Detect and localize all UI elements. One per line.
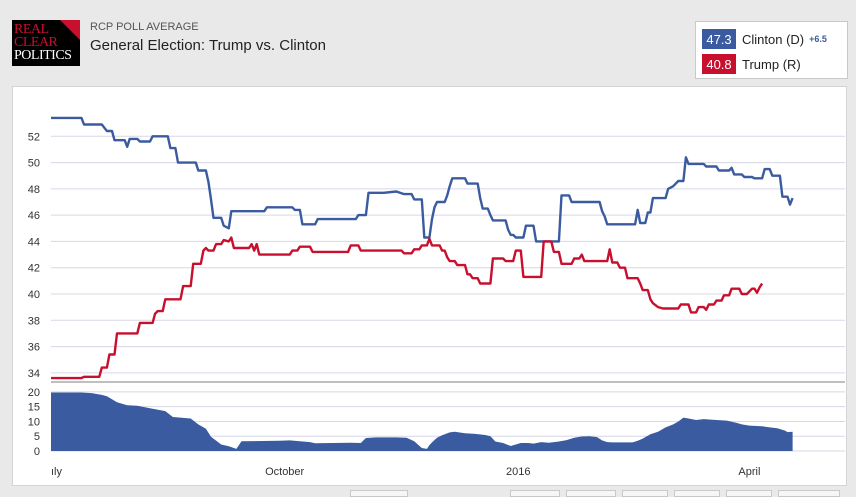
legend-label-clinton: Clinton (D) xyxy=(742,31,805,47)
y-tick-label: 50 xyxy=(28,158,40,170)
spread-y-tick-label: 10 xyxy=(28,416,40,428)
y-tick-label: 42 xyxy=(28,263,40,275)
clinton-value-badge: 47.3 xyxy=(702,29,736,49)
range-selector-bar xyxy=(0,488,856,497)
range-tab[interactable] xyxy=(350,490,408,497)
y-tick-label: 44 xyxy=(28,236,40,248)
range-tab[interactable] xyxy=(566,490,616,497)
rcp-logo[interactable]: REAL CLEAR POLITICS xyxy=(12,20,80,66)
logo-corner xyxy=(60,20,80,40)
y-tick-label: 52 xyxy=(28,131,40,143)
trump-value-badge: 40.8 xyxy=(702,54,736,74)
chart-header: REAL CLEAR POLITICS RCP POLL AVERAGE Gen… xyxy=(0,0,856,86)
series-line-trump xyxy=(51,236,764,380)
range-tab[interactable] xyxy=(510,490,560,497)
poll-chart[interactable]: 34 36 38 40 42 44 46 48 50 52 0 5 10 15 20 ıly October 20… xyxy=(13,87,846,485)
x-tick-label: ıly xyxy=(51,466,63,478)
legend-label-trump: Trump (R) xyxy=(742,56,801,72)
spread-badge: +6.5 xyxy=(809,34,827,44)
spread-y-tick-label: 20 xyxy=(28,387,40,399)
y-tick-label: 34 xyxy=(28,368,40,380)
spread-y-tick-label: 5 xyxy=(34,431,40,443)
legend-item-clinton[interactable]: 47.3 Clinton (D) +6.5 xyxy=(702,28,827,50)
y-tick-label: 48 xyxy=(28,184,40,196)
range-tab[interactable] xyxy=(778,490,840,497)
spread-y-tick-label: 0 xyxy=(34,446,40,458)
x-tick-label: April xyxy=(738,466,760,478)
chart-title: General Election: Trump vs. Clinton xyxy=(90,37,326,54)
y-tick-label: 40 xyxy=(28,289,40,301)
chart-panel: 34 36 38 40 42 44 46 48 50 52 0 5 10 15 20 ıly October 20… xyxy=(12,86,847,486)
y-tick-label: 36 xyxy=(28,342,40,354)
y-tick-label: 38 xyxy=(28,315,40,327)
range-tab[interactable] xyxy=(622,490,668,497)
logo-line: CLEAR xyxy=(14,35,58,50)
x-tick-label: 2016 xyxy=(506,466,530,478)
logo-line: REAL xyxy=(14,22,49,37)
legend-item-trump[interactable]: 40.8 Trump (R) xyxy=(702,53,801,75)
poll-average-label: RCP POLL AVERAGE xyxy=(90,21,199,33)
range-tab[interactable] xyxy=(674,490,720,497)
logo-line: POLITICS xyxy=(14,48,72,63)
legend: 47.3 Clinton (D) +6.5 40.8 Trump (R) xyxy=(695,21,848,79)
y-tick-label: 46 xyxy=(28,210,40,222)
spread-area xyxy=(51,392,793,451)
series-line-clinton xyxy=(51,116,794,243)
range-tab[interactable] xyxy=(726,490,772,497)
x-tick-label: October xyxy=(265,466,304,478)
spread-y-tick-label: 15 xyxy=(28,402,40,414)
